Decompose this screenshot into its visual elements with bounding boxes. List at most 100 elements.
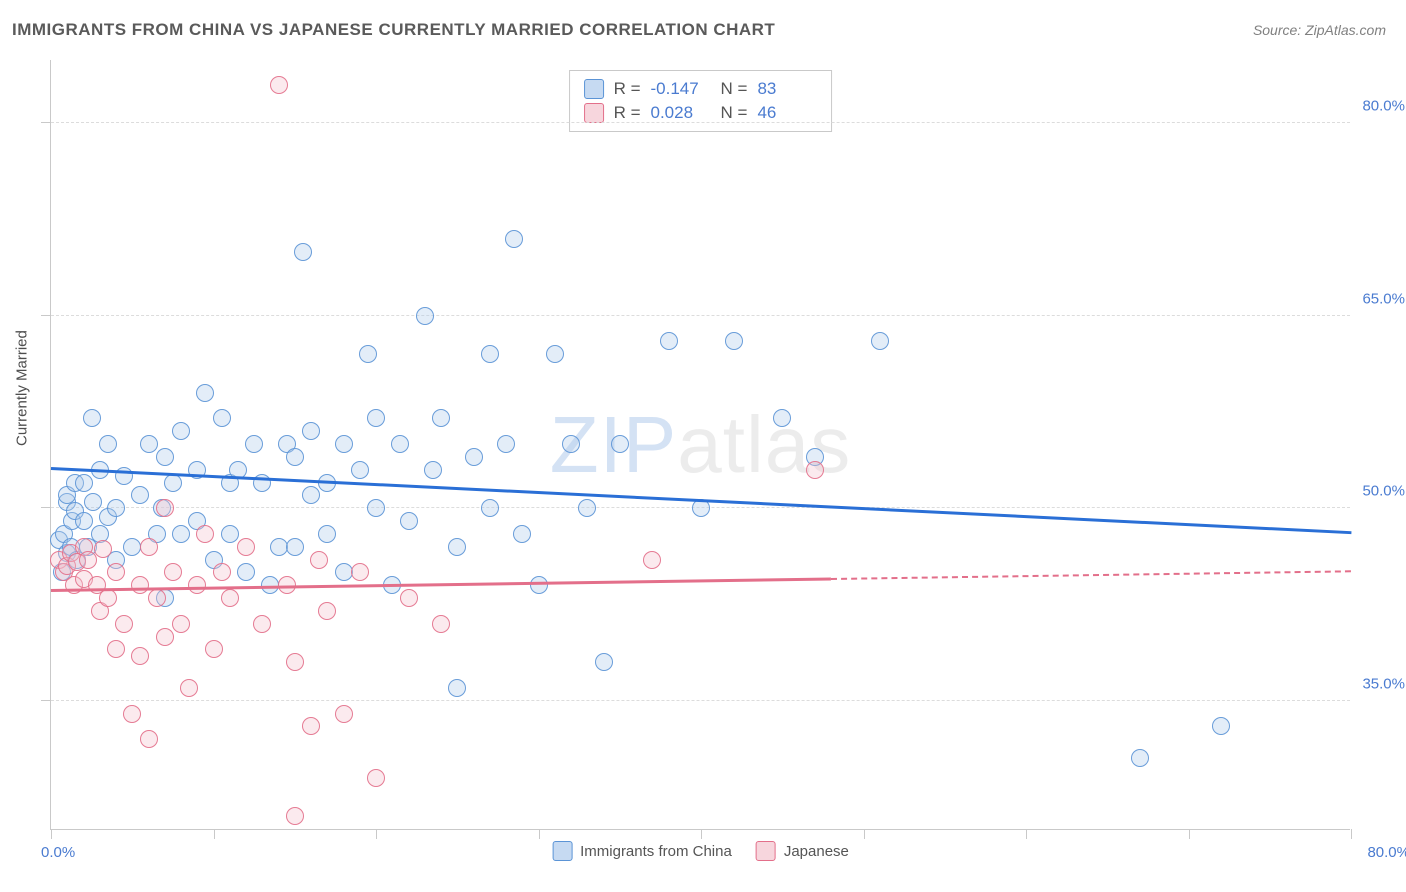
scatter-point-japan	[335, 705, 353, 723]
scatter-point-china	[359, 345, 377, 363]
y-axis-title: Currently Married	[14, 330, 31, 446]
scatter-point-china	[773, 409, 791, 427]
scatter-point-japan	[806, 461, 824, 479]
x-min-label: 0.0%	[41, 844, 75, 861]
chart-title: IMMIGRANTS FROM CHINA VS JAPANESE CURREN…	[12, 20, 775, 40]
watermark-part2: atlas	[677, 400, 851, 489]
scatter-point-china	[367, 409, 385, 427]
y-tick	[41, 507, 51, 508]
legend-item-china: Immigrants from China	[552, 841, 732, 861]
scatter-point-china	[725, 332, 743, 350]
scatter-point-japan	[310, 551, 328, 569]
scatter-point-china	[367, 499, 385, 517]
scatter-point-japan	[156, 628, 174, 646]
scatter-point-japan	[643, 551, 661, 569]
scatter-point-japan	[115, 615, 133, 633]
scatter-point-japan	[188, 576, 206, 594]
x-tick	[1351, 829, 1352, 839]
stat-n-value: 83	[757, 79, 817, 99]
scatter-point-china	[221, 525, 239, 543]
watermark: ZIPatlas	[550, 399, 851, 491]
scatter-point-china	[99, 435, 117, 453]
scatter-point-japan	[148, 589, 166, 607]
scatter-point-china	[448, 679, 466, 697]
scatter-point-china	[871, 332, 889, 350]
scatter-point-china	[611, 435, 629, 453]
scatter-point-china	[107, 499, 125, 517]
scatter-point-china	[213, 409, 231, 427]
scatter-point-japan	[367, 769, 385, 787]
scatter-point-china	[351, 461, 369, 479]
scatter-point-japan	[180, 679, 198, 697]
scatter-point-china	[335, 435, 353, 453]
scatter-point-china	[302, 486, 320, 504]
y-tick-label: 50.0%	[1362, 483, 1405, 500]
legend-label: Immigrants from China	[580, 843, 732, 860]
scatter-point-china	[660, 332, 678, 350]
scatter-point-japan	[164, 563, 182, 581]
scatter-point-japan	[140, 538, 158, 556]
legend-swatch-japan	[756, 841, 776, 861]
scatter-point-china	[75, 474, 93, 492]
y-tick-label: 35.0%	[1362, 675, 1405, 692]
swatch-japan	[584, 103, 604, 123]
stat-r-label: R =	[614, 103, 641, 123]
scatter-point-japan	[221, 589, 239, 607]
scatter-point-china	[83, 409, 101, 427]
scatter-point-china	[318, 525, 336, 543]
scatter-point-japan	[99, 589, 117, 607]
scatter-point-japan	[196, 525, 214, 543]
x-tick	[51, 829, 52, 839]
x-tick	[376, 829, 377, 839]
stats-row-china: R =-0.147N =83	[584, 77, 818, 101]
y-tick-label: 80.0%	[1362, 98, 1405, 115]
scatter-point-china	[424, 461, 442, 479]
scatter-point-china	[530, 576, 548, 594]
scatter-point-china	[140, 435, 158, 453]
scatter-point-china	[172, 422, 190, 440]
scatter-point-japan	[107, 563, 125, 581]
scatter-point-japan	[302, 717, 320, 735]
scatter-point-japan	[318, 602, 336, 620]
stat-n-label: N =	[721, 103, 748, 123]
scatter-point-china	[465, 448, 483, 466]
scatter-point-china	[131, 486, 149, 504]
scatter-point-china	[1131, 749, 1149, 767]
trend-line-china	[51, 467, 1351, 534]
gridline	[51, 315, 1350, 316]
y-tick	[41, 700, 51, 701]
scatter-point-japan	[253, 615, 271, 633]
stat-r-label: R =	[614, 79, 641, 99]
scatter-point-china	[416, 307, 434, 325]
scatter-point-japan	[123, 705, 141, 723]
scatter-point-china	[391, 435, 409, 453]
chart-container: IMMIGRANTS FROM CHINA VS JAPANESE CURREN…	[0, 0, 1406, 892]
gridline	[51, 700, 1350, 701]
scatter-point-china	[432, 409, 450, 427]
plot-area: ZIPatlas R =-0.147N =83R =0.028N =46 Imm…	[50, 60, 1350, 830]
scatter-point-japan	[107, 640, 125, 658]
scatter-point-japan	[94, 540, 112, 558]
scatter-point-japan	[286, 653, 304, 671]
scatter-point-china	[448, 538, 466, 556]
scatter-point-japan	[156, 499, 174, 517]
scatter-point-china	[505, 230, 523, 248]
y-tick	[41, 315, 51, 316]
scatter-point-china	[172, 525, 190, 543]
gridline	[51, 122, 1350, 123]
scatter-point-japan	[286, 807, 304, 825]
scatter-point-china	[302, 422, 320, 440]
x-tick	[539, 829, 540, 839]
scatter-point-china	[481, 345, 499, 363]
scatter-point-china	[497, 435, 515, 453]
legend-label: Japanese	[784, 843, 849, 860]
scatter-point-china	[578, 499, 596, 517]
trend-line-japan	[831, 570, 1351, 580]
scatter-point-china	[513, 525, 531, 543]
x-tick	[214, 829, 215, 839]
source-label: Source: ZipAtlas.com	[1253, 22, 1386, 38]
legend-swatch-china	[552, 841, 572, 861]
scatter-point-china	[237, 563, 255, 581]
scatter-point-japan	[432, 615, 450, 633]
scatter-point-china	[196, 384, 214, 402]
